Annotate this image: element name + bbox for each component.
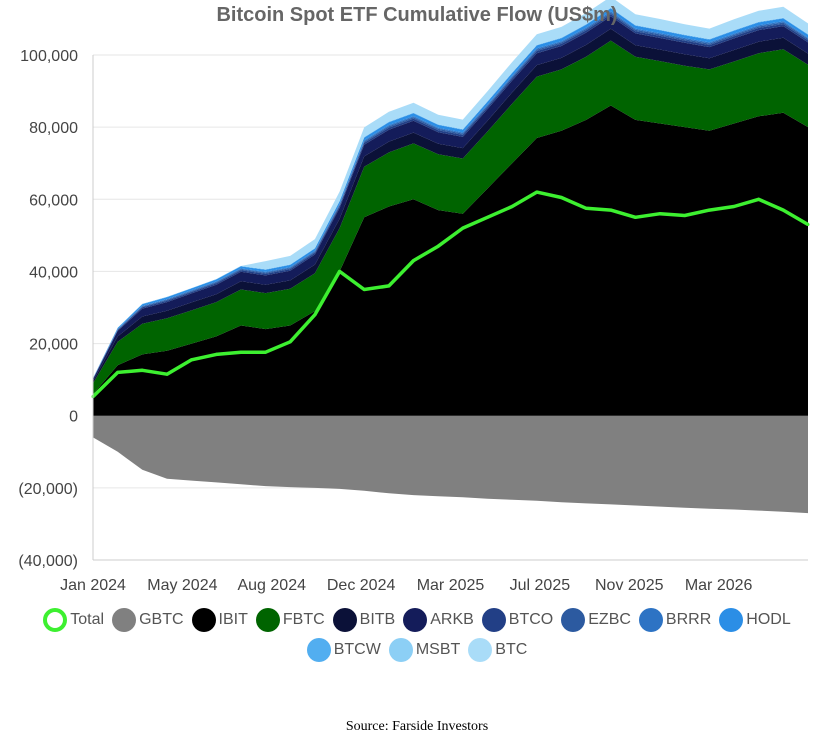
series-point-total [214, 352, 218, 356]
series-point-total [362, 287, 366, 291]
legend-item-arkb[interactable]: ARKB [403, 608, 474, 632]
series-point-total [535, 190, 539, 194]
y-tick-label: 20,000 [29, 337, 78, 354]
legend: Total GBTC IBIT FBTC BITB ARKB BTCO EZBC BRRR HOD… [30, 608, 804, 662]
series-point-total [313, 313, 317, 317]
legend-item-brrr[interactable]: BRRR [638, 608, 712, 632]
series-point-total [510, 205, 514, 208]
legend-label: BTCO [508, 611, 554, 628]
legend-swatch [306, 638, 331, 662]
series-point-total [436, 244, 440, 248]
legend-swatch [191, 608, 216, 632]
series-point-total [461, 226, 465, 230]
series-area-ibit [93, 105, 808, 416]
x-tick-label: Mar 2025 [417, 577, 485, 594]
source-note: Source: Farside Investors [345, 719, 489, 734]
axes: 100,000 80,000 60,000 40,000 20,000 0 (20,000)… [18, 48, 808, 594]
legend-label: Total [70, 611, 105, 628]
legend-item-btcw[interactable]: BTCW [306, 638, 381, 662]
legend-label: EZBC [588, 611, 631, 628]
stacked-areas [93, 0, 808, 514]
legend-item-ibit[interactable]: IBIT [191, 608, 248, 632]
series-point-total [633, 215, 637, 219]
y-tick-label: (40,000) [18, 553, 78, 570]
x-tick-label: May 2024 [147, 577, 217, 594]
legend-label: BTCW [333, 641, 381, 658]
y-tick-label: (20,000) [18, 481, 78, 498]
series-point-total [806, 223, 810, 227]
y-tick-label: 60,000 [29, 192, 78, 209]
legend-swatch [481, 608, 506, 632]
legend-label: MSBT [415, 641, 461, 658]
series-point-total [658, 212, 662, 216]
series-area-gbtc [93, 415, 808, 514]
series-point-total [732, 205, 736, 208]
legend-swatch [43, 608, 68, 632]
series-point-total [190, 358, 194, 362]
legend-swatch [388, 638, 413, 662]
series-point-total [140, 368, 144, 372]
legend-swatch [332, 608, 357, 632]
series-point-total [165, 372, 169, 376]
series-point-total [387, 284, 391, 288]
x-tick-label: Jul 2025 [510, 577, 571, 594]
legend-item-btc[interactable]: BTC [468, 638, 527, 662]
series-point-total [559, 195, 563, 199]
series-point-total [288, 340, 292, 344]
legend-swatch [112, 608, 137, 632]
series-point-total [683, 214, 687, 218]
legend-item-bitb[interactable]: BITB [332, 608, 396, 632]
series-point-total [239, 350, 243, 354]
series-line-total [91, 190, 809, 398]
series-point-total [609, 208, 613, 212]
series-point-total [707, 208, 711, 212]
total-line [91, 190, 810, 399]
legend-label: IBIT [218, 611, 248, 628]
legend-swatch [638, 608, 663, 632]
legend-label: GBTC [139, 611, 184, 628]
legend-label: ARKB [430, 611, 474, 628]
legend-item-msbt[interactable]: MSBT [388, 638, 461, 662]
legend-swatch [719, 608, 744, 632]
series-point-total [781, 208, 785, 212]
legend-swatch [468, 638, 493, 662]
series-area-fbtc [93, 40, 808, 395]
legend-label: BITB [359, 611, 396, 628]
legend-item-fbtc[interactable]: FBTC [255, 608, 325, 632]
series-point-total [485, 215, 489, 219]
series-point-total [338, 269, 342, 273]
series-point-total [584, 206, 588, 210]
series-point-total [264, 350, 268, 354]
y-tick-label: 100,000 [20, 48, 78, 65]
x-tick-label: Mar 2026 [685, 577, 753, 594]
legend-item-ezbc[interactable]: EZBC [561, 608, 631, 632]
x-tick-label: Aug 2024 [237, 577, 306, 594]
x-tick-label: Nov 2025 [595, 577, 664, 594]
y-tick-label: 40,000 [29, 264, 78, 281]
legend-label: BRRR [665, 611, 712, 628]
chart-title: Bitcoin Spot ETF Cumulative Flow (US$m) [216, 4, 618, 26]
legend-label: HODL [746, 611, 791, 628]
x-tick-label: Dec 2024 [327, 577, 396, 594]
legend-label: BTC [495, 641, 528, 658]
legend-item-total[interactable]: Total [43, 608, 104, 632]
legend-label: FBTC [282, 611, 325, 628]
y-tick-label: 80,000 [29, 120, 78, 137]
legend-item-hodl[interactable]: HODL [719, 608, 791, 632]
legend-swatch [403, 608, 428, 632]
x-tick-label: Jan 2024 [60, 577, 126, 594]
series-point-total [116, 370, 120, 374]
series-point-total [412, 259, 416, 263]
series-point-total [757, 197, 761, 201]
legend-item-gbtc[interactable]: GBTC [112, 608, 184, 632]
legend-swatch [255, 608, 280, 632]
legend-swatch [561, 608, 586, 632]
y-tick-label: 0 [69, 409, 78, 426]
legend-item-btco[interactable]: BTCO [481, 608, 554, 632]
